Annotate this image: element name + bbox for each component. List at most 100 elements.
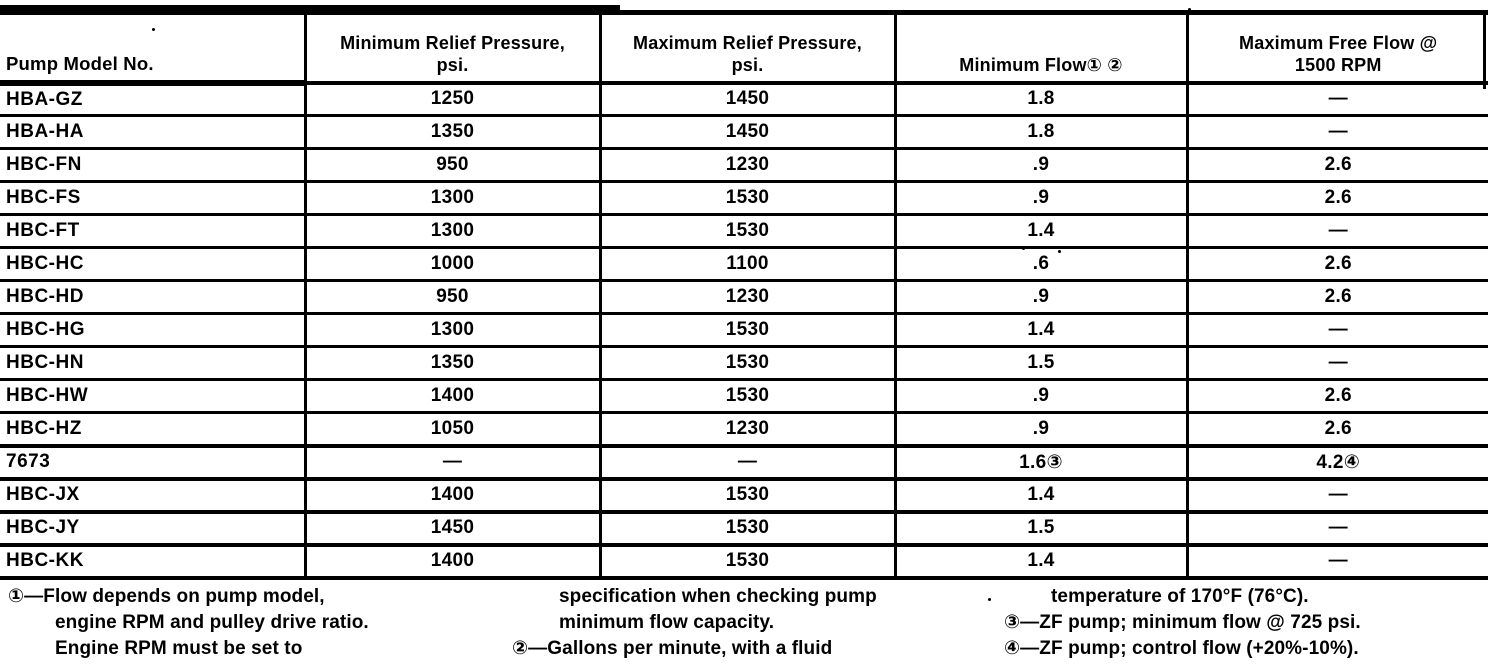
table-row: 7673— —1.6③ 4.2④ <box>0 445 1488 479</box>
column-header-0: Pump Model No. <box>0 12 305 86</box>
max-relief-cell: 1100 <box>598 247 895 281</box>
max-free-flow-cell: 4.2④ <box>1185 445 1488 479</box>
min-flow-cell: .9 <box>893 412 1187 446</box>
max-free-flow-cell: 2.6 <box>1185 379 1488 413</box>
min-relief-cell: 1300 <box>303 214 600 248</box>
column-header-3: Minimum Flow① ② <box>893 12 1187 85</box>
table-body: HBA-GZ 1250 1450 1.8— HBA-HA 1350 1450 1.8— HBC-… <box>0 82 1488 578</box>
pump-model-cell: HBC-HW <box>6 385 89 406</box>
pump-model-cell: HBA-HA <box>6 121 84 142</box>
footnote-line: Engine RPM must be set to <box>55 638 303 659</box>
max-free-flow-cell: — <box>1185 313 1488 347</box>
table-row: HBA-HA 1350 1450 1.8— <box>0 115 1488 149</box>
min-relief-cell: 1400 <box>303 478 600 512</box>
max-relief-cell: 1230 <box>598 280 895 314</box>
table-row: HBC-HD 950 1230.9 2.6 <box>0 280 1488 314</box>
min-flow-cell: 1.4 <box>893 313 1187 347</box>
max-free-flow-cell: 2.6 <box>1185 412 1488 446</box>
table-row: HBA-GZ 1250 1450 1.8— <box>0 82 1488 116</box>
max-free-flow-cell: 2.6 <box>1185 280 1488 314</box>
min-flow-cell: .9 <box>893 280 1187 314</box>
scan-speck <box>988 598 991 601</box>
max-free-flow-cell: — <box>1185 115 1488 149</box>
min-relief-cell: 1300 <box>303 181 600 215</box>
table-row: HBC-FN 950 1230.9 2.6 <box>0 148 1488 182</box>
min-relief-cell: 1300 <box>303 313 600 347</box>
max-free-flow-cell: 2.6 <box>1185 247 1488 281</box>
footnote-column-0: ①—Flow depends on pump model, engine RPM … <box>8 584 478 662</box>
min-flow-cell: .6 <box>893 247 1187 281</box>
pump-model-cell: HBC-HG <box>6 319 85 340</box>
min-flow-cell: 1.8 <box>893 115 1187 149</box>
column-header-1: Minimum Relief Pressure, psi. <box>303 12 600 85</box>
max-relief-cell: 1530 <box>598 214 895 248</box>
max-relief-cell: 1530 <box>598 379 895 413</box>
pump-model-cell: HBC-JX <box>6 484 80 505</box>
min-relief-cell: 1350 <box>303 115 600 149</box>
footnote-line: ④—ZF pump; control flow (+20%-10%). <box>1004 638 1359 659</box>
pump-model-cell: HBA-GZ <box>6 88 83 110</box>
table-right-border <box>1483 12 1486 89</box>
table-row: HBC-JY 1450 1530 1.5— <box>0 511 1488 545</box>
min-relief-cell: 1450 <box>303 511 600 545</box>
footnote-line: minimum flow capacity. <box>559 612 775 633</box>
min-flow-cell: 1.4 <box>893 544 1187 578</box>
max-free-flow-cell: — <box>1185 544 1488 578</box>
scan-speck <box>1022 247 1025 250</box>
max-relief-cell: 1530 <box>598 478 895 512</box>
table-top-border <box>0 5 620 10</box>
pump-model-cell: HBC-HC <box>6 253 84 274</box>
column-header-4: Maximum Free Flow @ 1500 RPM <box>1185 12 1488 85</box>
max-free-flow-cell: — <box>1185 346 1488 380</box>
min-flow-cell: 1.4 <box>893 478 1187 512</box>
pump-model-cell: 7673 <box>6 451 51 472</box>
max-relief-cell: 1450 <box>598 82 895 116</box>
scan-speck <box>1058 250 1061 253</box>
min-relief-cell: 1050 <box>303 412 600 446</box>
table-row: HBC-HC 1000 1100.6 2.6 <box>0 247 1488 281</box>
max-relief-cell: 1230 <box>598 412 895 446</box>
pump-model-cell: HBC-HZ <box>6 417 82 439</box>
table-row: HBC-JX 1400 1530 1.4— <box>0 478 1488 512</box>
max-relief-cell: 1530 <box>598 181 895 215</box>
max-relief-cell: 1530 <box>598 511 895 545</box>
table-row: HBC-HN 1350 1530 1.5— <box>0 346 1488 380</box>
min-flow-cell: .9 <box>893 181 1187 215</box>
pump-model-cell: HBC-FN <box>6 154 82 175</box>
header-row: Pump Model No. Minimum Relief Pressure, p… <box>0 12 1488 86</box>
max-relief-cell: — <box>598 445 895 479</box>
footnote-line: ②—Gallons per minute, with a fluid <box>512 638 833 659</box>
min-flow-cell: 1.6③ <box>893 445 1187 479</box>
table-row: HBC-HW 1400 1530.9 2.6 <box>0 379 1488 413</box>
scan-speck <box>152 28 155 31</box>
pump-model-cell: HBC-HN <box>6 352 84 373</box>
max-relief-cell: 1530 <box>598 346 895 380</box>
min-relief-cell: 950 <box>303 280 600 314</box>
footnote-line: temperature of 170°F (76°C). <box>1051 586 1309 607</box>
pump-model-cell: HBC-FS <box>6 187 81 208</box>
min-relief-cell: 1000 <box>303 247 600 281</box>
min-relief-cell: 1350 <box>303 346 600 380</box>
min-relief-cell: 1250 <box>303 82 600 116</box>
column-header-2: Maximum Relief Pressure, psi. <box>598 12 895 85</box>
table-row: HBC-HG 1300 1530 1.4— <box>0 313 1488 347</box>
table-row: HBC-HZ 1050 1230.9 2.6 <box>0 412 1488 446</box>
footnote-line: engine RPM and pulley drive ratio. <box>55 612 369 633</box>
footnote-line: ③—ZF pump; minimum flow @ 725 psi. <box>1004 612 1361 633</box>
min-relief-cell: 1400 <box>303 379 600 413</box>
max-free-flow-cell: — <box>1185 511 1488 545</box>
min-flow-cell: 1.8 <box>893 82 1187 116</box>
min-flow-cell: .9 <box>893 379 1187 413</box>
max-free-flow-cell: — <box>1185 82 1488 116</box>
table-row: HBC-FT 1300 1530 1.4— <box>0 214 1488 248</box>
max-relief-cell: 1530 <box>598 544 895 578</box>
min-relief-cell: 950 <box>303 148 600 182</box>
pump-model-cell: HBC-JY <box>6 517 80 538</box>
max-free-flow-cell: 2.6 <box>1185 148 1488 182</box>
footnote-column-1: specification when checking pump minimum … <box>512 584 992 662</box>
table-row: HBC-KK 1400 1530 1.4— <box>0 544 1488 578</box>
footnotes: ①—Flow depends on pump model, engine RPM … <box>0 584 1488 672</box>
pump-model-cell: HBC-FT <box>6 220 80 241</box>
min-flow-cell: 1.5 <box>893 511 1187 545</box>
